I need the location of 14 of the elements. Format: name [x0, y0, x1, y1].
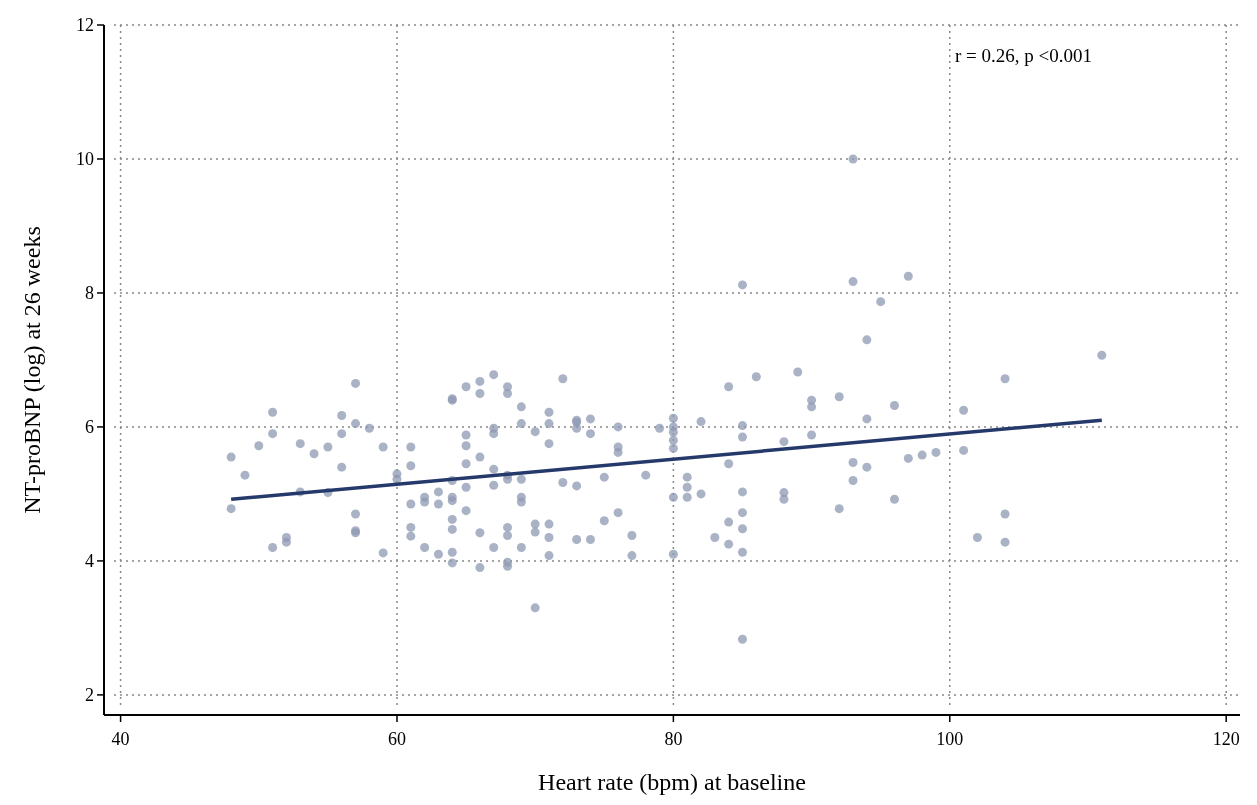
annotation: r = 0.26, p <0.001 [955, 45, 1093, 66]
x-tick-label: 60 [387, 729, 406, 749]
x-tick-label: 120 [1212, 729, 1240, 749]
y-axis-title: NT-proBNP (log) at 26 weeks [19, 226, 45, 514]
y-tick-label: 4 [85, 551, 94, 572]
x-tick-label: 80 [664, 729, 683, 749]
x-tick-label: 40 [111, 729, 130, 749]
y-tick-label: 6 [85, 417, 94, 438]
y-tick-label: 12 [76, 15, 94, 36]
y-tick-label: 2 [85, 685, 94, 706]
x-tick-label: 100 [936, 729, 964, 749]
y-tick-label: 8 [85, 283, 94, 304]
y-tick-label: 10 [76, 149, 94, 170]
x-axis-title: Heart rate (bpm) at baseline [538, 769, 806, 795]
